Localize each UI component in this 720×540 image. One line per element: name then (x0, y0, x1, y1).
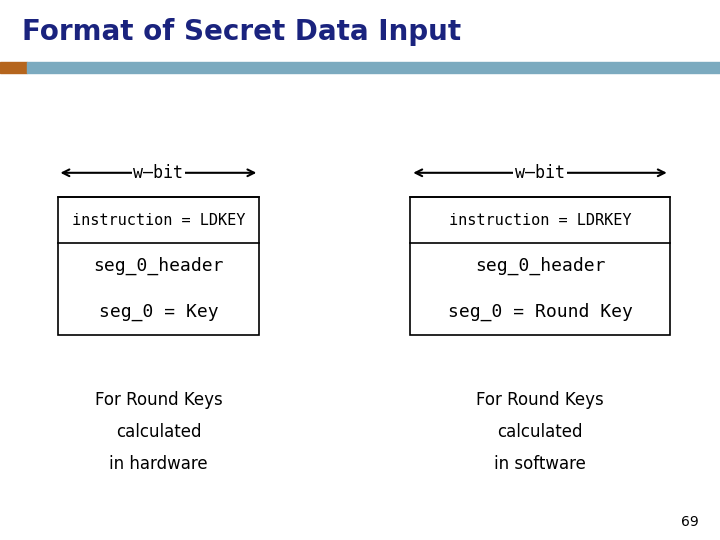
Text: w–bit: w–bit (133, 164, 184, 182)
Text: seg_0_header: seg_0_header (474, 257, 606, 275)
Text: instruction = LDRKEY: instruction = LDRKEY (449, 213, 631, 227)
Text: seg_0_header: seg_0_header (93, 257, 224, 275)
Text: For Round Keys: For Round Keys (476, 390, 604, 409)
Bar (27, 62, 720, 73)
Text: For Round Keys: For Round Keys (94, 390, 222, 409)
Text: 69: 69 (680, 515, 698, 529)
Text: in software: in software (494, 455, 586, 474)
Text: seg_0 = Key: seg_0 = Key (99, 303, 218, 321)
Text: Format of Secret Data Input: Format of Secret Data Input (22, 18, 461, 46)
Text: calculated: calculated (116, 423, 201, 441)
Text: in hardware: in hardware (109, 455, 207, 474)
Bar (410, 197, 670, 335)
Text: instruction = LDKEY: instruction = LDKEY (72, 213, 245, 227)
Bar (58, 197, 259, 335)
Text: calculated: calculated (498, 423, 582, 441)
Bar (0, 62, 27, 73)
Text: seg_0 = Round Key: seg_0 = Round Key (448, 303, 632, 321)
Text: w–bit: w–bit (515, 164, 565, 182)
